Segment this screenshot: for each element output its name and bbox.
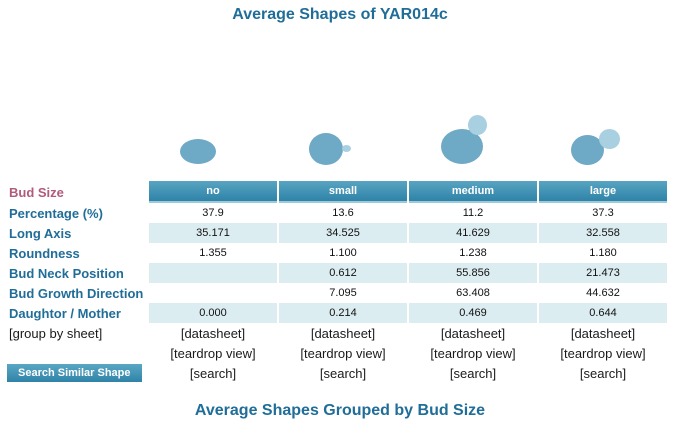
search-link-large[interactable]: [search] — [579, 365, 627, 381]
column-header-small: small — [279, 181, 407, 203]
table-row: Roundness 1.355 1.100 1.238 1.180 — [7, 243, 667, 263]
table-row: Daughtor / Mother 0.000 0.214 0.469 0.64… — [7, 303, 667, 323]
table-row: Bud Growth Direction 7.095 63.408 44.632 — [7, 283, 667, 303]
row-label-daughter-mother: Daughtor / Mother — [9, 305, 121, 321]
search-link-medium[interactable]: [search] — [449, 365, 497, 381]
table-cell: 0.000 — [149, 303, 277, 323]
row-label-bud-growth-direction: Bud Growth Direction — [9, 285, 144, 301]
table-cell: 11.2 — [462, 207, 484, 219]
table-cell: 35.171 — [149, 223, 277, 243]
row-label-bud-size: Bud Size — [9, 184, 64, 200]
search-link-small[interactable]: [search] — [319, 365, 367, 381]
table-row: [teardrop view] [teardrop view] [teardro… — [7, 343, 667, 363]
table-cell: 63.408 — [456, 287, 490, 299]
table-row: Percentage (%) 37.9 13.6 11.2 37.3 — [7, 203, 667, 223]
column-header-medium: medium — [409, 181, 537, 203]
table-cell: 37.3 — [592, 207, 614, 219]
table-row: Search Similar Shape [search] [search] [… — [7, 363, 667, 383]
row-label-bud-neck-position: Bud Neck Position — [9, 265, 124, 281]
table-cell: 1.238 — [459, 247, 487, 259]
datasheet-link-small[interactable]: [datasheet] — [310, 325, 376, 341]
table-cell: 37.9 — [202, 207, 224, 219]
search-link-no[interactable]: [search] — [189, 365, 237, 381]
table-cell: 13.6 — [332, 207, 354, 219]
table-cell: 1.355 — [199, 247, 227, 259]
teardrop-link-small[interactable]: [teardrop view] — [300, 345, 386, 361]
table-cell: 0.214 — [279, 303, 407, 323]
table-cell: 34.525 — [279, 223, 407, 243]
table-cell: 1.180 — [589, 247, 617, 259]
shape-stats-table: Bud Size no small medium large Percentag… — [5, 181, 669, 383]
section-title: Average Shapes Grouped by Bud Size — [194, 402, 486, 419]
table-cell: 32.558 — [539, 223, 667, 243]
row-label-long-axis: Long Axis — [9, 225, 72, 241]
row-label-roundness: Roundness — [9, 245, 80, 261]
table-cell — [149, 263, 277, 283]
group-by-sheet-link[interactable]: [group by sheet] — [9, 325, 103, 341]
row-label-percentage: Percentage (%) — [9, 205, 103, 221]
table-cell: 0.469 — [409, 303, 537, 323]
table-row: Bud Size no small medium large — [7, 181, 667, 203]
table-cell — [149, 283, 277, 303]
table-cell: 0.612 — [279, 263, 407, 283]
table-cell: 1.100 — [329, 247, 357, 259]
search-similar-shape-button[interactable]: Search Similar Shape — [7, 364, 142, 382]
table-cell: 7.095 — [329, 287, 357, 299]
datasheet-link-large[interactable]: [datasheet] — [570, 325, 636, 341]
column-header-large: large — [539, 181, 667, 203]
datasheet-link-no[interactable]: [datasheet] — [180, 325, 246, 341]
column-header-no: no — [149, 181, 277, 203]
teardrop-link-no[interactable]: [teardrop view] — [170, 345, 256, 361]
table-cell: 21.473 — [539, 263, 667, 283]
table-row: Bud Neck Position 0.612 55.856 21.473 — [7, 263, 667, 283]
table-cell: 0.644 — [539, 303, 667, 323]
teardrop-link-large[interactable]: [teardrop view] — [560, 345, 646, 361]
table-cell: 44.632 — [586, 287, 620, 299]
datasheet-link-medium[interactable]: [datasheet] — [440, 325, 506, 341]
table-row: Long Axis 35.171 34.525 41.629 32.558 — [7, 223, 667, 243]
teardrop-link-medium[interactable]: [teardrop view] — [430, 345, 516, 361]
page-title: Average Shapes of YAR014c — [232, 6, 448, 23]
table-row: [group by sheet] [datasheet] [datasheet]… — [7, 323, 667, 343]
table-cell: 41.629 — [409, 223, 537, 243]
table-cell: 55.856 — [409, 263, 537, 283]
